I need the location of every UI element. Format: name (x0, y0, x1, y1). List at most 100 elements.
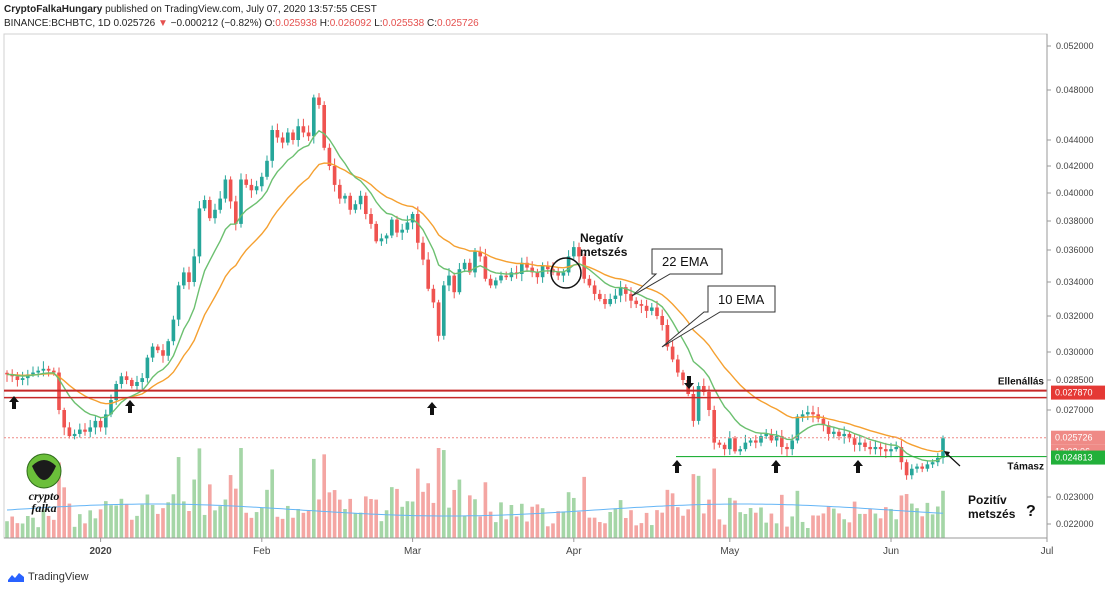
volume-bar (930, 514, 935, 538)
volume-bar (618, 500, 623, 538)
price-change: −0.000212 (−0.82%) (170, 18, 262, 29)
candle-body (62, 410, 67, 428)
volume-bar (171, 494, 176, 538)
candle-body (41, 368, 46, 371)
volume-bar (280, 518, 285, 538)
volume-bar (400, 506, 405, 538)
volume-bar (150, 504, 155, 538)
candle-body (941, 438, 945, 458)
volume-bar (831, 508, 836, 538)
volume-bar (847, 522, 852, 538)
volume-bar (800, 521, 805, 538)
volume-bar (566, 492, 571, 538)
question-mark: ? (1026, 503, 1036, 520)
volume-bar (821, 513, 826, 538)
candle-body (155, 346, 160, 351)
candle-body (478, 251, 483, 257)
last-price: 0.025726 (113, 18, 156, 29)
candle-body (499, 275, 503, 281)
candle-body (525, 262, 529, 268)
candle-body (712, 410, 717, 443)
volume-bar (681, 515, 685, 538)
candle-body (821, 418, 826, 426)
volume-bar (795, 490, 800, 538)
candle-body (748, 440, 753, 443)
down-arrow-icon: ▼ (157, 18, 168, 29)
time-axis: 2020 Feb Mar Apr May Jun Jul (4, 537, 1053, 557)
candle-body (20, 378, 25, 380)
volume-bar (514, 516, 519, 538)
candle-body (311, 97, 316, 137)
callout-bubble (631, 248, 723, 297)
volume-bar (670, 493, 675, 538)
candle-body (920, 466, 925, 469)
candle-body (759, 436, 763, 443)
volume-bar (327, 492, 332, 538)
candle-body (493, 280, 498, 286)
volume-bar (582, 476, 587, 538)
open-value: 0.025938 (275, 18, 317, 29)
volume-bar (457, 479, 462, 538)
candle-body (509, 272, 514, 278)
candle-body (878, 446, 883, 450)
volume-bar (135, 515, 139, 538)
arrow-up-icon (9, 396, 19, 409)
volume-bar (129, 519, 134, 538)
tradingview-brand[interactable]: TradingView (28, 571, 89, 583)
volume-bar (634, 525, 639, 538)
candle-body (395, 219, 399, 233)
volume-bar (571, 497, 576, 538)
callout-text: 22 EMA (662, 254, 709, 269)
price-tick-label: 0.027000 (1056, 405, 1094, 415)
author-name[interactable]: CryptoFalkaHungary (4, 4, 103, 15)
candle-body (452, 275, 457, 293)
candle-body (166, 341, 171, 356)
volume-bar (483, 482, 488, 538)
candle-body (915, 466, 919, 469)
candle-body (249, 184, 254, 191)
volume-bar (363, 496, 368, 538)
candle-body (301, 126, 306, 133)
candle-body (837, 431, 841, 437)
candle-body (400, 229, 405, 233)
volume-bar (228, 475, 233, 538)
candle-body (857, 442, 862, 445)
volume-bar (525, 521, 529, 538)
candle-body (348, 195, 353, 210)
symbol-label[interactable]: BINANCE:BCHBTC, 1D (4, 18, 111, 29)
ema-layer (6, 129, 944, 462)
low-label: L: (374, 18, 383, 29)
price-tick-label: 0.042000 (1056, 161, 1094, 171)
candle-body (753, 440, 758, 443)
volume-bar (623, 517, 628, 538)
volume-bar (259, 507, 264, 538)
plot-frame (3, 33, 1048, 539)
volume-bar (660, 512, 665, 538)
volume-bar (691, 474, 696, 538)
volume-bar (707, 499, 711, 538)
volume-bar (332, 490, 337, 538)
logo-text: crypto (29, 489, 60, 503)
volume-bar (748, 508, 753, 538)
volume-bar (774, 523, 779, 538)
candle-body (727, 438, 732, 450)
volume-bar (207, 484, 212, 538)
candle-body (129, 380, 134, 386)
volume-bar (769, 513, 774, 538)
candle-body (343, 195, 347, 199)
volume-bar (447, 507, 451, 538)
candle-body (488, 278, 493, 286)
chart-header-line2: BINANCE:BCHBTC, 1D 0.025726 ▼ −0.000212 … (4, 18, 479, 29)
price-tag-label: 0.024813 (1055, 453, 1093, 463)
resistance-label: Ellenállás (998, 377, 1045, 388)
volume-bar (441, 450, 446, 538)
volume-bar (499, 502, 503, 538)
arrow-up-icon (125, 400, 135, 413)
candle-body (577, 247, 581, 257)
candle-body (613, 295, 618, 299)
volume-bar (540, 508, 545, 538)
volume-bar (436, 448, 441, 538)
candle-body (187, 272, 191, 282)
